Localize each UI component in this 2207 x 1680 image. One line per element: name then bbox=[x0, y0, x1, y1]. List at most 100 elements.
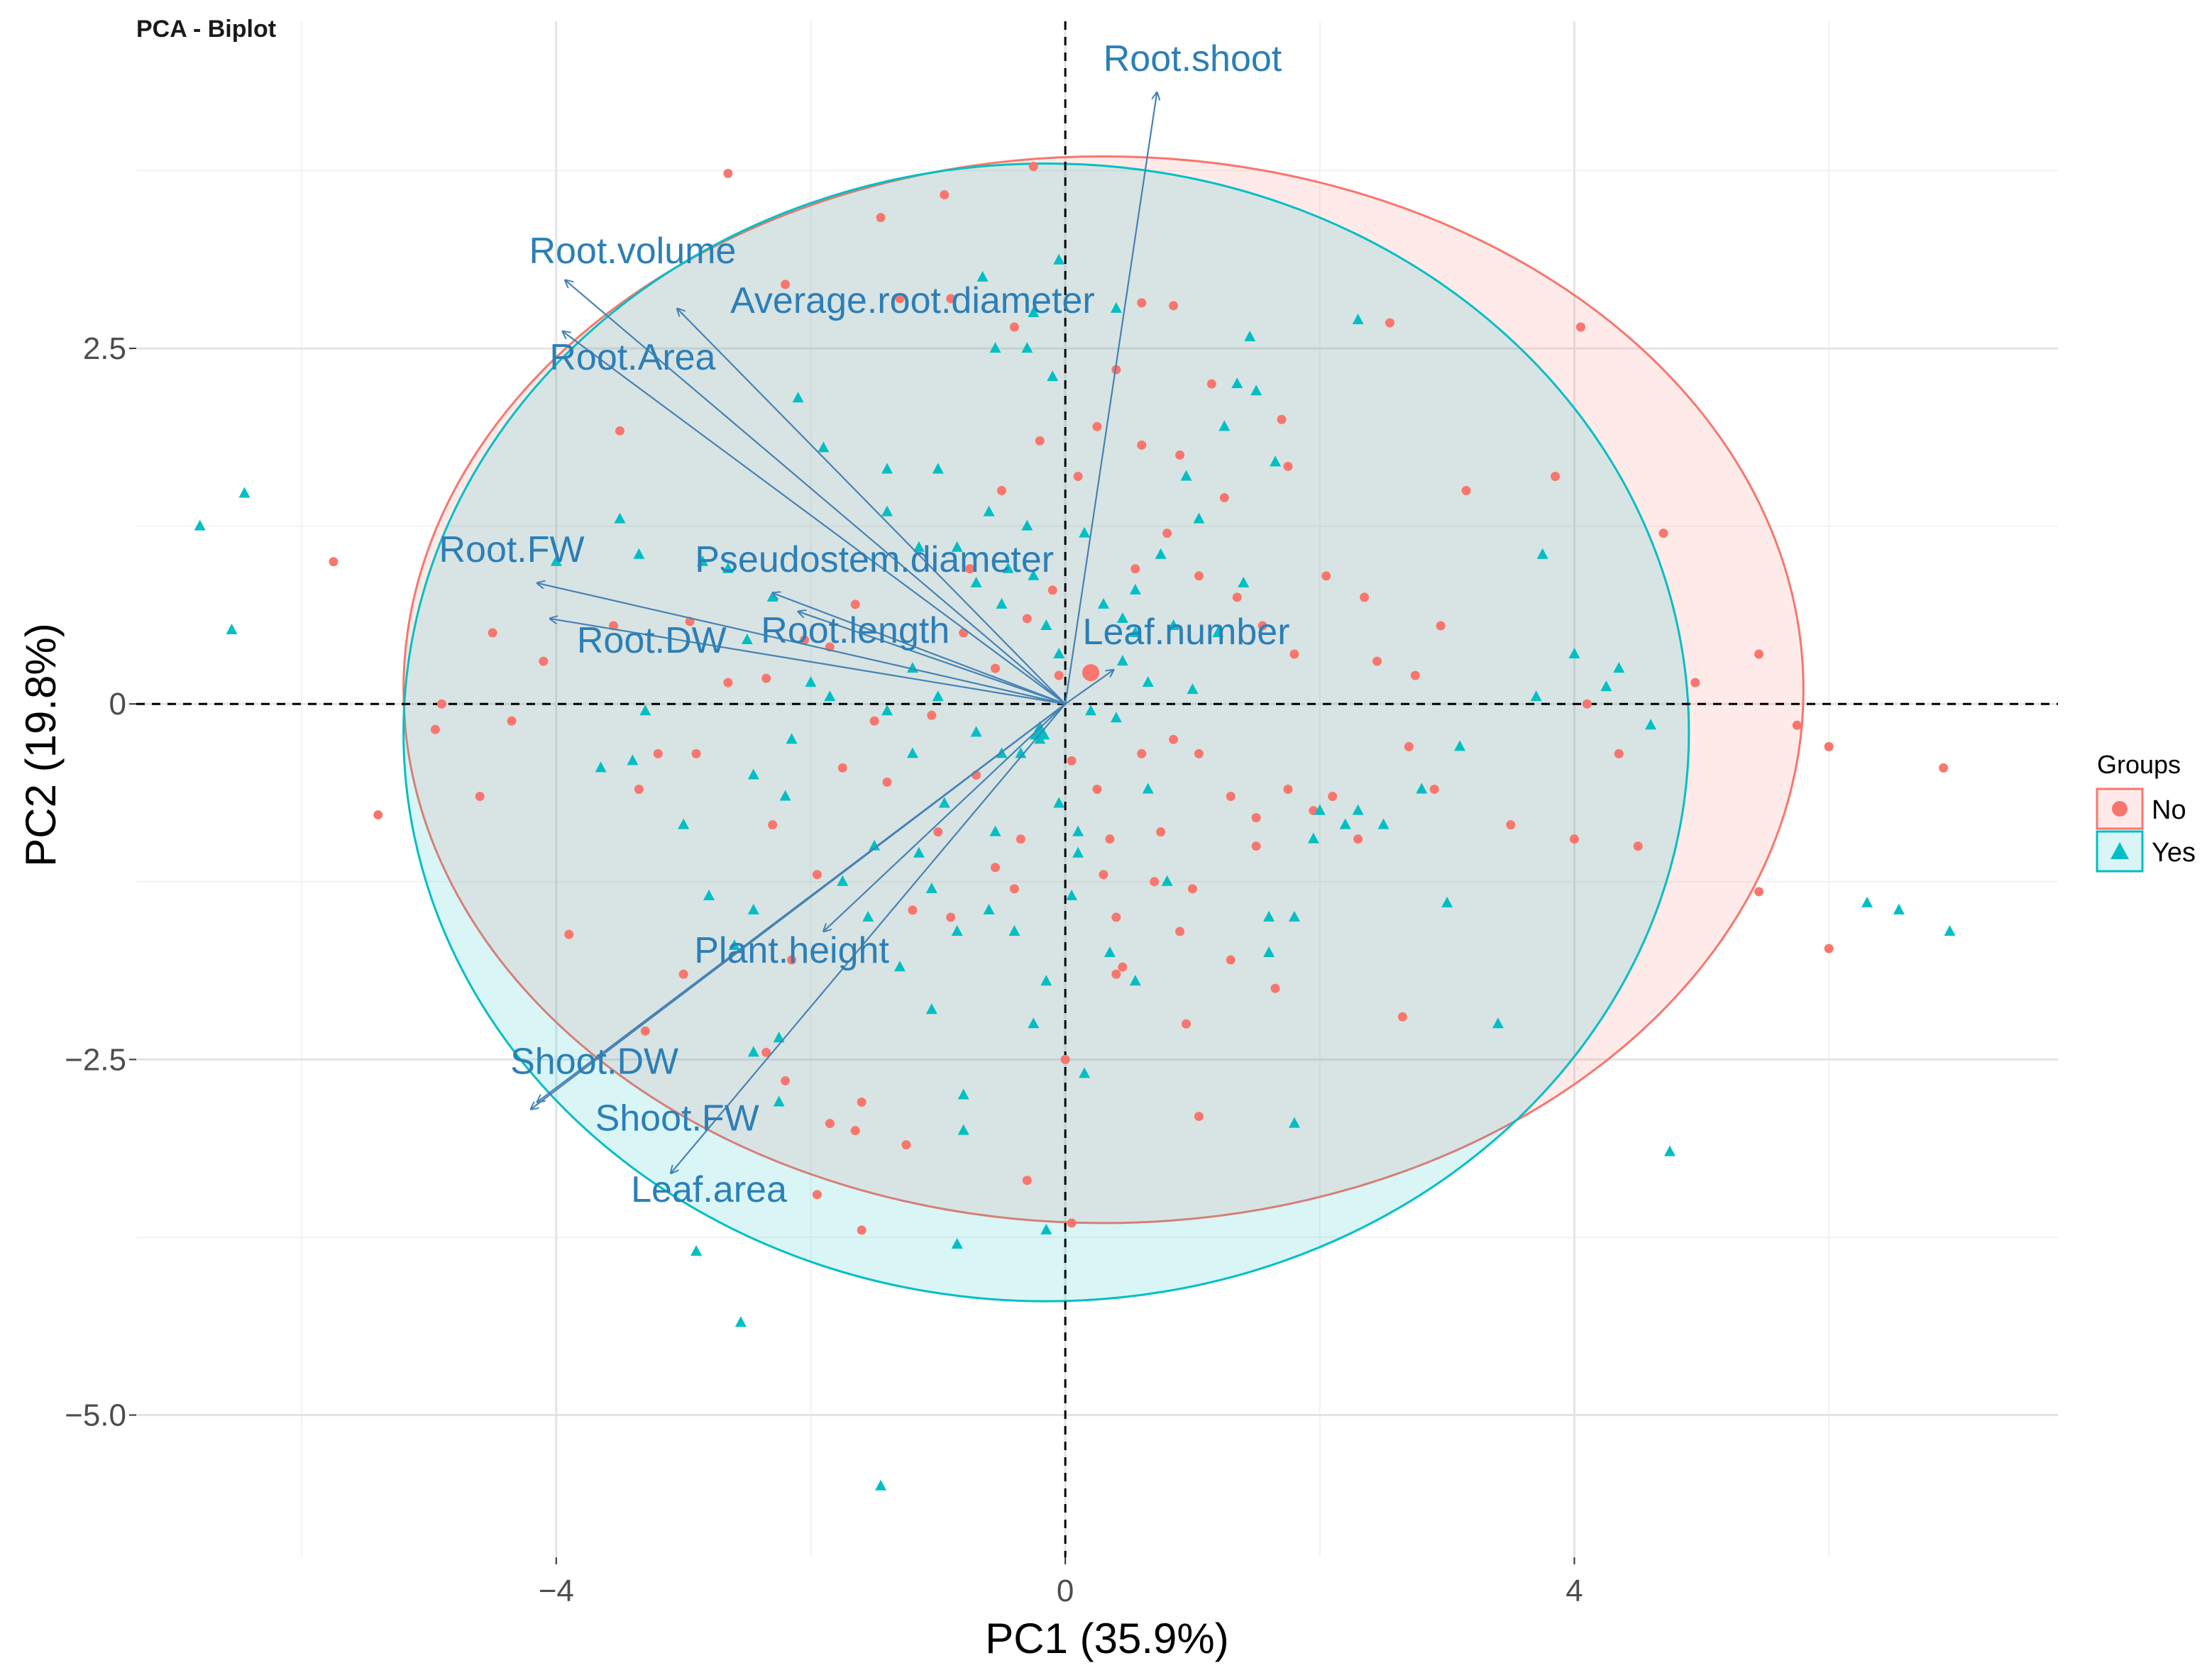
legend-label-no: No bbox=[2152, 795, 2186, 825]
data-point-yes bbox=[1180, 470, 1192, 481]
data-point-no bbox=[768, 820, 778, 830]
data-point-no bbox=[1283, 461, 1293, 471]
data-point-no bbox=[1270, 983, 1280, 993]
data-point-no bbox=[1690, 678, 1700, 687]
data-point-no bbox=[1067, 1218, 1077, 1228]
data-point-yes bbox=[989, 825, 1001, 836]
data-point-yes bbox=[1161, 875, 1173, 886]
legend-item-yes[interactable]: Yes bbox=[2096, 830, 2196, 873]
data-point-no bbox=[946, 912, 956, 922]
data-point-no bbox=[781, 280, 791, 289]
data-point-yes bbox=[1250, 385, 1262, 396]
data-point-no bbox=[1372, 656, 1382, 666]
data-point-no bbox=[1194, 748, 1204, 758]
data-point-no bbox=[812, 1190, 822, 1200]
data-point-no bbox=[876, 213, 886, 223]
confidence-ellipses bbox=[402, 155, 1805, 1303]
data-point-yes bbox=[1352, 804, 1364, 815]
variable-arrow-average-root-diameter bbox=[677, 309, 1066, 704]
data-point-no bbox=[1054, 670, 1064, 680]
variable-label-average-root-diameter: Average.root.diameter bbox=[730, 280, 1095, 321]
variable-arrows bbox=[531, 92, 1157, 1173]
data-point-no bbox=[850, 1126, 860, 1136]
data-point-no bbox=[1824, 741, 1834, 751]
data-point-yes bbox=[932, 690, 944, 702]
data-point-no bbox=[959, 628, 969, 638]
data-point-yes bbox=[1263, 910, 1275, 922]
data-point-no bbox=[1035, 436, 1045, 446]
variable-label-root-area: Root.Area bbox=[549, 337, 715, 378]
data-point-yes bbox=[1377, 818, 1389, 829]
data-point-yes bbox=[1536, 548, 1548, 559]
variable-label-leaf-area: Leaf.area bbox=[631, 1169, 787, 1210]
data-point-yes bbox=[1129, 626, 1141, 637]
data-point-no bbox=[1137, 298, 1147, 308]
data-point-yes bbox=[1079, 1067, 1091, 1078]
data-point-yes bbox=[957, 1124, 969, 1135]
legend: Groups No Yes bbox=[2096, 750, 2196, 873]
data-point-no bbox=[1175, 450, 1185, 460]
variable-arrow-root-fw bbox=[537, 583, 1066, 705]
data-point-yes bbox=[1028, 1017, 1040, 1029]
data-point-yes bbox=[824, 690, 836, 702]
data-point-no bbox=[787, 955, 797, 965]
variable-label-root-fw: Root.FW bbox=[439, 529, 584, 570]
data-point-yes bbox=[1110, 302, 1122, 313]
data-point-no bbox=[1360, 592, 1370, 602]
data-point-no bbox=[1429, 785, 1439, 794]
legend-title: Groups bbox=[2097, 750, 2181, 779]
y-tick-label: 0 bbox=[109, 687, 126, 722]
data-point-no bbox=[1232, 592, 1242, 602]
data-point-yes bbox=[957, 1088, 969, 1100]
data-point-yes bbox=[875, 1479, 887, 1491]
data-point-no bbox=[1575, 322, 1585, 332]
data-point-no bbox=[678, 969, 688, 979]
data-point-yes bbox=[779, 790, 791, 801]
data-point-no bbox=[1175, 927, 1185, 936]
data-point-yes bbox=[1053, 797, 1065, 808]
data-point-no bbox=[1162, 529, 1172, 538]
data-point-no bbox=[1436, 621, 1446, 631]
data-point-yes bbox=[1053, 253, 1065, 265]
variable-label-root-volume: Root.volume bbox=[529, 231, 736, 272]
data-point-yes bbox=[747, 1046, 759, 1057]
data-point-yes bbox=[1072, 846, 1084, 858]
y-tick-label: −5.0 bbox=[65, 1398, 126, 1433]
confidence-ellipse-no bbox=[402, 155, 1805, 1225]
data-point-yes bbox=[881, 505, 893, 516]
data-point-no bbox=[1283, 785, 1293, 794]
data-point-yes bbox=[786, 733, 798, 744]
data-point-no bbox=[1226, 955, 1235, 965]
variable-arrow-pseudostem-diameter bbox=[773, 593, 1066, 705]
data-point-no bbox=[1111, 365, 1121, 375]
data-point-yes bbox=[1600, 680, 1612, 692]
data-point-yes bbox=[881, 704, 893, 716]
data-point-yes bbox=[989, 342, 1001, 353]
data-point-no bbox=[723, 168, 733, 178]
variable-label-root-dw: Root.DW bbox=[577, 620, 727, 661]
data-point-yes bbox=[747, 903, 759, 914]
data-point-no bbox=[991, 863, 1001, 873]
data-point-no bbox=[1150, 877, 1160, 887]
data-point-yes bbox=[925, 882, 937, 893]
data-point-yes bbox=[837, 875, 849, 886]
data-point-no bbox=[1130, 564, 1140, 574]
data-point-no bbox=[615, 426, 624, 436]
data-point-no bbox=[781, 1076, 791, 1085]
data-point-yes bbox=[226, 623, 238, 634]
data-point-yes bbox=[1116, 612, 1128, 623]
data-point-yes bbox=[1352, 313, 1364, 324]
data-point-yes bbox=[627, 754, 639, 766]
y-tick-label: −2.5 bbox=[65, 1042, 126, 1077]
data-point-yes bbox=[697, 555, 709, 566]
data-point-no bbox=[1118, 962, 1128, 972]
variable-arrow-root-volume bbox=[565, 280, 1066, 705]
variable-label-root-length: Root.length bbox=[761, 610, 950, 651]
data-point-no bbox=[539, 656, 549, 666]
legend-item-no[interactable]: No bbox=[2096, 788, 2186, 830]
legend-triangle-icon bbox=[2110, 842, 2129, 859]
data-point-no bbox=[1792, 720, 1802, 730]
variable-arrow-root-shoot bbox=[1064, 92, 1157, 704]
data-point-yes bbox=[1104, 946, 1116, 958]
